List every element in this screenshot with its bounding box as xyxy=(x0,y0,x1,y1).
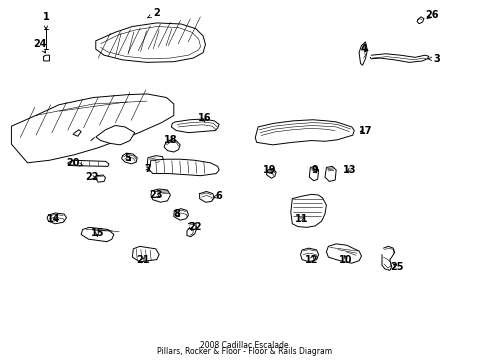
Text: 22: 22 xyxy=(187,222,201,232)
Text: 22: 22 xyxy=(85,172,99,182)
Text: 10: 10 xyxy=(339,255,352,265)
Text: 2: 2 xyxy=(147,8,160,18)
Text: 2008 Cadillac Escalade: 2008 Cadillac Escalade xyxy=(200,341,288,350)
Text: 20: 20 xyxy=(66,158,82,168)
Polygon shape xyxy=(68,160,109,166)
Polygon shape xyxy=(81,227,114,242)
Polygon shape xyxy=(171,119,219,133)
Text: 6: 6 xyxy=(213,191,222,201)
Text: 5: 5 xyxy=(124,153,131,163)
Text: 14: 14 xyxy=(46,215,60,224)
Text: 9: 9 xyxy=(311,165,318,175)
Text: 25: 25 xyxy=(389,262,403,272)
Text: 13: 13 xyxy=(342,165,355,175)
Polygon shape xyxy=(132,246,159,262)
Text: 19: 19 xyxy=(263,165,276,175)
Text: 26: 26 xyxy=(425,10,438,20)
Text: 17: 17 xyxy=(358,126,371,135)
Text: 23: 23 xyxy=(149,190,162,200)
Text: 21: 21 xyxy=(136,255,149,265)
Polygon shape xyxy=(147,156,163,174)
Polygon shape xyxy=(11,94,173,163)
Polygon shape xyxy=(151,189,170,202)
Text: 15: 15 xyxy=(90,228,104,238)
Text: 1: 1 xyxy=(42,12,49,29)
Text: Pillars, Rocker & Floor - Floor & Rails Diagram: Pillars, Rocker & Floor - Floor & Rails … xyxy=(157,347,331,356)
Polygon shape xyxy=(300,248,318,262)
Text: 8: 8 xyxy=(173,209,180,219)
Polygon shape xyxy=(290,194,326,227)
Text: 3: 3 xyxy=(427,54,440,64)
Text: 18: 18 xyxy=(163,135,177,145)
Text: 12: 12 xyxy=(305,255,318,265)
Polygon shape xyxy=(326,244,361,263)
Text: 7: 7 xyxy=(144,164,151,174)
Polygon shape xyxy=(96,23,205,62)
Polygon shape xyxy=(255,120,353,145)
Polygon shape xyxy=(325,166,335,181)
Polygon shape xyxy=(309,166,318,181)
Text: 11: 11 xyxy=(295,214,308,224)
Text: 24: 24 xyxy=(33,39,46,53)
Text: 4: 4 xyxy=(360,44,367,54)
Text: 16: 16 xyxy=(197,113,211,123)
Polygon shape xyxy=(149,159,219,176)
Polygon shape xyxy=(96,126,135,145)
